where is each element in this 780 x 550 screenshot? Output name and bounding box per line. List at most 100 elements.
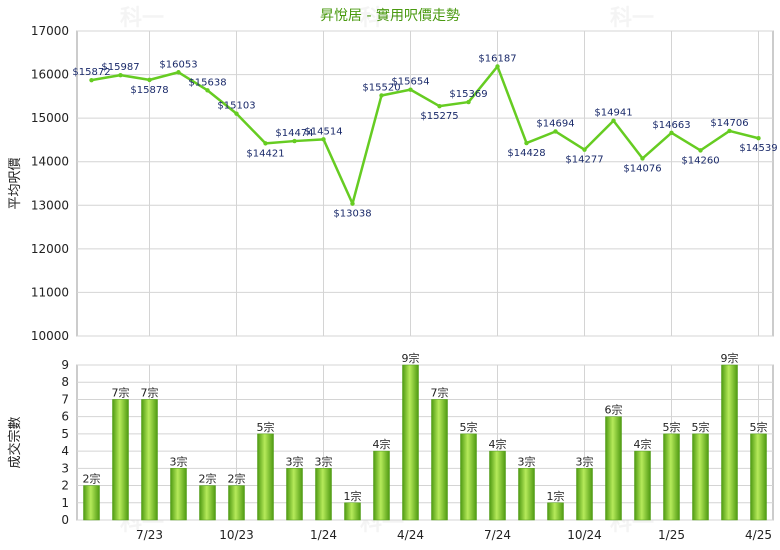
bar-6	[257, 433, 274, 521]
bar-9	[344, 502, 361, 521]
price-data-label-3: $16053	[159, 59, 197, 70]
bar-18	[605, 416, 622, 521]
price-point-21	[698, 148, 703, 153]
price-line-panel: 10000 11000 12000 13000 14000 15000 16000 17000…	[8, 24, 778, 343]
bar-data-label-20: 5宗	[663, 420, 681, 434]
price-point-6	[263, 141, 268, 146]
bar-21	[692, 433, 709, 521]
price-point-12	[437, 103, 442, 109]
watermark-1: 科一	[360, 6, 404, 31]
price-data-label-14: $16187	[478, 53, 516, 64]
bar-data-label-8: 3宗	[315, 454, 333, 468]
bar-15	[518, 468, 535, 521]
price-point-10	[379, 93, 384, 98]
price-data-label-22: $14706	[710, 118, 748, 129]
price-data-label-17: $14277	[565, 155, 603, 166]
bar-ytick-label-4: 4	[61, 444, 69, 458]
line-ytick-label-2: 12000	[31, 242, 69, 256]
bar-ylabel: 成交宗數	[7, 416, 23, 468]
price-point-22	[727, 128, 732, 134]
price-point-17	[582, 147, 587, 152]
xtick-label-3: 4/24	[397, 528, 424, 542]
bar-17	[576, 468, 593, 521]
price-point-15	[524, 140, 529, 146]
price-data-label-16: $14694	[536, 118, 574, 129]
bar-data-label-10: 4宗	[373, 437, 391, 451]
bar-ytick-label-2: 2	[61, 479, 69, 493]
xtick-label-0: 7/23	[136, 528, 163, 542]
chart-title: 昇悅居 - 實用呎價走勢	[320, 7, 460, 24]
xtick-label-1: 10/23	[219, 528, 254, 542]
bar-data-label-5: 2宗	[228, 472, 246, 486]
bar-data-label-19: 4宗	[634, 437, 652, 451]
price-point-18	[611, 118, 616, 123]
bar-data-label-4: 2宗	[199, 472, 217, 486]
transactions-bar-panel: 0 1 2 3 4 5 6 7 8 9 7/23 10/23 1/24 4/24 7/24 10/24 1/25…	[7, 351, 774, 542]
xtick-label-5: 10/24	[567, 528, 602, 542]
price-point-9	[350, 201, 355, 206]
line-ytick-label-5: 15000	[31, 111, 69, 125]
price-data-label-12: $15275	[420, 111, 458, 122]
bar-data-label-0: 2宗	[83, 472, 101, 486]
bar-19	[634, 450, 651, 521]
bar-12	[431, 399, 448, 521]
line-ytick-label-3: 13000	[31, 198, 69, 212]
price-point-0	[89, 77, 94, 83]
price-data-label-21: $14260	[681, 155, 719, 166]
bar-7	[286, 468, 303, 521]
bar-ytick-label-8: 8	[61, 375, 69, 389]
bar-5	[228, 485, 245, 521]
bar-10	[373, 450, 390, 521]
bar-data-label-3: 3宗	[170, 454, 188, 468]
watermark-0: 科一	[120, 6, 164, 31]
price-data-label-10: $15520	[362, 82, 400, 93]
xtick-label-7: 4/25	[745, 528, 772, 542]
bar-2	[141, 399, 158, 521]
bar-ytick-label-9: 9	[61, 358, 69, 372]
price-point-16	[553, 129, 558, 134]
bar-data-label-21: 5宗	[692, 420, 710, 434]
bar-3	[170, 468, 187, 521]
bar-4	[199, 485, 216, 521]
bar-data-label-9: 1宗	[344, 489, 362, 503]
price-point-5	[234, 111, 239, 116]
price-point-19	[640, 156, 645, 161]
watermark-2: 科一	[610, 6, 654, 31]
price-data-label-1: $15987	[101, 62, 139, 73]
line-ylabel: 平均呎價	[8, 157, 23, 209]
line-ytick-label-7: 17000	[31, 24, 69, 38]
price-data-label-13: $15369	[449, 89, 487, 100]
price-data-label-19: $14076	[623, 163, 661, 174]
line-ytick-label-4: 14000	[31, 155, 69, 169]
bar-20	[663, 433, 680, 521]
bar-data-label-23: 5宗	[750, 420, 768, 434]
price-point-1	[118, 72, 123, 78]
line-ytick-label-0: 10000	[31, 329, 69, 343]
bar-plot-area	[76, 364, 774, 521]
price-data-label-4: $15638	[188, 77, 226, 88]
price-data-label-11: $15654	[391, 77, 429, 88]
price-data-label-20: $14663	[652, 120, 690, 131]
price-point-20	[669, 130, 674, 136]
bar-1	[112, 399, 129, 521]
price-point-23	[756, 136, 761, 141]
price-data-label-8: $14514	[304, 126, 342, 137]
xtick-label-6: 1/25	[658, 528, 685, 542]
bar-23	[750, 433, 767, 521]
xtick-label-4: 7/24	[484, 528, 511, 542]
xtick-label-2: 1/24	[310, 528, 337, 542]
bar-data-label-7: 3宗	[286, 454, 304, 468]
price-series-line	[91, 65, 759, 205]
bar-8	[315, 468, 332, 521]
price-point-3	[176, 70, 181, 75]
price-data-label-0: $15872	[72, 67, 110, 78]
bar-0	[83, 485, 100, 521]
price-data-label-7: $14474	[275, 128, 313, 139]
bar-data-label-2: 7宗	[141, 385, 159, 399]
price-point-8	[321, 137, 326, 142]
bar-data-label-11: 9宗	[402, 351, 420, 365]
price-data-label-5: $15103	[217, 101, 255, 112]
bar-ytick-label-3: 3	[61, 461, 69, 475]
bar-data-label-1: 7宗	[112, 385, 130, 399]
